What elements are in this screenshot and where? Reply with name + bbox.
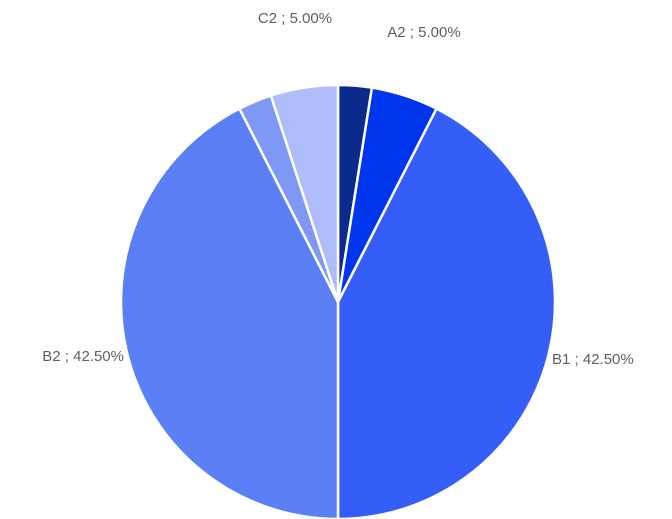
slice-label-a2: A2 ; 5.00% — [387, 24, 460, 41]
pie-labels: A2 ; 5.00% B1 ; 42.50% B2 ; 42.50% C2 ; 5.0… — [42, 10, 633, 368]
slice-label-c2: C2 ; 5.00% — [258, 10, 332, 27]
slice-label-b1: B1 ; 42.50% — [552, 351, 634, 368]
pie-slices — [119, 83, 557, 519]
pie-slice-b2 — [119, 107, 340, 519]
slice-label-b2: B2 ; 42.50% — [42, 348, 124, 365]
pie-slice-c2 — [269, 83, 340, 304]
pie-slice-b1 — [336, 107, 557, 519]
